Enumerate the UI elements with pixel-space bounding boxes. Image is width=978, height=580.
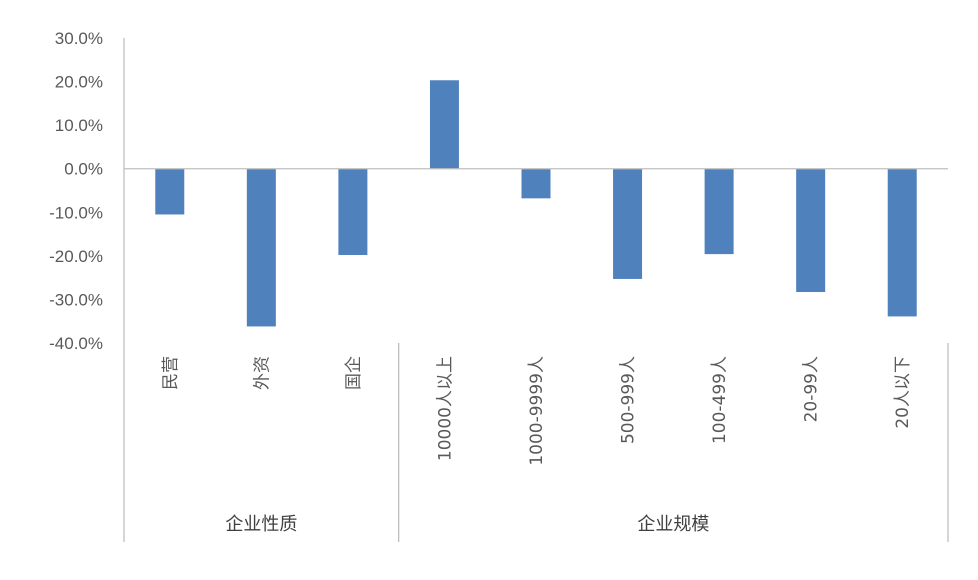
category-label: 20人以下: [893, 356, 913, 429]
bar: [796, 168, 826, 293]
group-label: 企业性质: [225, 514, 297, 535]
category-label: 500-999人: [619, 356, 639, 444]
group-labels: 企业性质 企业规模: [225, 514, 709, 535]
bar: [155, 168, 185, 215]
category-label: 国企: [344, 356, 364, 390]
category-label: 民营: [161, 356, 181, 390]
y-tick-label: -30.0%: [49, 290, 103, 309]
bar: [704, 168, 734, 255]
group-label: 企业规模: [637, 514, 709, 535]
bar: [338, 168, 368, 255]
y-tick-label: 10.0%: [55, 116, 103, 135]
bar: [521, 168, 551, 199]
bar: [613, 168, 643, 279]
y-tick-label: 30.0%: [55, 29, 103, 48]
category-label: 20-99人: [802, 356, 822, 422]
y-axis-tick-labels: 30.0% 20.0% 10.0% 0.0% -10.0% -20.0% -30.0% -40…: [49, 29, 103, 353]
axes: [123, 38, 949, 542]
category-label: 100-499人: [710, 356, 730, 444]
y-tick-label: 0.0%: [64, 160, 103, 179]
y-tick-label: -20.0%: [49, 247, 103, 266]
bar: [246, 168, 276, 327]
category-label: 1000-9999人: [527, 356, 547, 466]
category-label: 10000人以上: [435, 356, 455, 461]
category-labels: 民营 外资 国企 10000人以上 1000-9999人 500-999人 100-499人…: [161, 356, 913, 466]
category-label: 外资: [252, 356, 272, 390]
y-tick-label: -10.0%: [49, 203, 103, 222]
bar: [429, 80, 459, 169]
y-tick-label: 20.0%: [55, 73, 103, 92]
y-tick-label: -40.0%: [49, 334, 103, 353]
bar: [887, 168, 917, 317]
bars: [155, 80, 917, 327]
